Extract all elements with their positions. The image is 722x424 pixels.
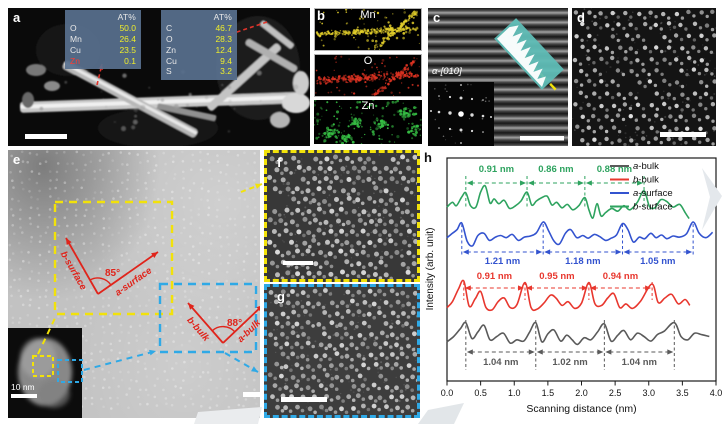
x-tick-label: 2.5	[609, 388, 622, 398]
panel-g-bulk-zoom: g	[264, 284, 420, 418]
eds-table-header: AT%	[213, 12, 232, 22]
eds-table-1: AT% O 50.0 Mn 26.4 Cu 23.5 Zn 0.1	[65, 10, 141, 70]
scale-bar	[281, 397, 327, 402]
legend-item-a-surface: a-surface	[633, 188, 673, 199]
interval-label: 0.95 nm	[539, 271, 574, 282]
curve-a-surface	[446, 221, 714, 247]
panel-label-c: c	[433, 10, 441, 25]
panel-label-h: h	[424, 150, 432, 165]
fft-inset-overlay	[428, 18, 564, 146]
curve-a-bulk	[446, 321, 710, 346]
panel-e-stem-overview: 10 nm 85° 88° b-surface a-surface b-bulk a-bul…	[8, 150, 260, 418]
panel-h-line-profiles: h 0.0 0.5 1.0 1.5 2.0 2.5 3.0 3.5 4.0 Scanning di…	[424, 150, 722, 424]
map-label-mn: Mn	[360, 9, 376, 21]
x-tick-label: 1.0	[508, 388, 521, 398]
map-label-zn: Zn	[361, 100, 375, 112]
bulk-angle-label: 88°	[227, 318, 242, 329]
panel-label-f: f	[277, 155, 282, 170]
interval-label: 1.04 nm	[483, 357, 518, 368]
eds-table-row: Zn 0.1	[70, 55, 136, 66]
scale-bar	[25, 134, 67, 139]
surface-angle-label: 85°	[105, 268, 120, 279]
eds-table-row: Zn 12.4	[166, 44, 232, 55]
eds-table-row: S 3.2	[166, 66, 232, 77]
interval-label: 0.88 nm	[597, 164, 632, 175]
interval-label: 1.18 nm	[565, 256, 600, 267]
x-tick-label: 1.5	[542, 388, 555, 398]
interval-label: 0.86 nm	[538, 164, 573, 175]
legend-item-b-bulk: b-bulk	[633, 175, 659, 186]
eds-table-row: O 28.3	[166, 33, 232, 44]
curve-b-bulk	[446, 279, 691, 312]
interval-label: 0.91 nm	[479, 164, 514, 175]
scale-bar	[660, 132, 706, 137]
x-tick-label: 2.0	[575, 388, 588, 398]
legend-item-a-bulk: a-bulk	[633, 161, 659, 172]
panel-label-d: d	[577, 10, 585, 25]
x-axis-label: Scanning distance (nm)	[526, 403, 636, 415]
x-tick-label: 3.0	[642, 388, 655, 398]
zone-axis-label: α-[010]	[432, 66, 462, 77]
inset-scale-label: 10 nm	[11, 382, 35, 392]
interval-label: 0.91 nm	[477, 271, 512, 282]
x-tick-label: 0.0	[441, 388, 454, 398]
eds-table-row: Cu 23.5	[70, 44, 136, 55]
eds-table-header: AT%	[117, 12, 136, 22]
legend-item-b-surface: b-surface	[633, 202, 673, 213]
interval-label: 1.05 nm	[640, 256, 675, 267]
map-label-o: O	[363, 55, 373, 67]
panel-b-eds-maps: b Mn O Zn	[314, 8, 424, 146]
b-bulk-label: b-bulk	[184, 315, 211, 344]
panel-label-e: e	[13, 152, 21, 167]
nanorod-image	[19, 16, 310, 146]
panel-a-haadf-image: a AT% O 50.0 Mn 26.4 Cu 23.5 Zn 0.1 AT% C 46.7 O 28.…	[8, 8, 310, 146]
panel-d-atomic-image: d	[572, 8, 716, 146]
eds-table-row: O 50.0	[70, 22, 136, 33]
eds-map-zn: Zn	[314, 100, 422, 144]
interval-label: 0.94 nm	[603, 271, 638, 282]
interval-label: 1.04 nm	[622, 357, 657, 368]
intensity-profile-chart: 0.0 0.5 1.0 1.5 2.0 2.5 3.0 3.5 4.0 Scanning dist…	[425, 157, 722, 415]
panel-c-lattice-fringes: c α-[010]	[428, 8, 568, 146]
eds-table-row: Cu 9.4	[166, 55, 232, 66]
eds-table-row: Mn 26.4	[70, 33, 136, 44]
x-tick-label: 0.5	[474, 388, 487, 398]
panel-label-g: g	[277, 289, 285, 304]
panel-label-a: a	[13, 10, 21, 25]
eds-map-o: O	[314, 54, 422, 97]
eds-map-mn: Mn	[314, 8, 422, 51]
panel-label-b: b	[317, 8, 325, 23]
y-axis-label: Intensity (arb. unit)	[425, 228, 436, 311]
panel-f-surface-zoom: f	[264, 150, 420, 282]
eds-table-row: C 46.7	[166, 22, 232, 33]
curve-b-surface	[446, 184, 690, 220]
x-tick-label: 3.5	[676, 388, 689, 398]
interval-label: 1.21 nm	[485, 256, 520, 267]
eds-table-2: AT% C 46.7 O 28.3 Zn 12.4 Cu 9.4 S 3.2	[161, 10, 237, 81]
scale-bar	[283, 261, 313, 265]
interval-label: 1.02 nm	[552, 357, 587, 368]
x-tick-label: 4.0	[710, 388, 722, 398]
